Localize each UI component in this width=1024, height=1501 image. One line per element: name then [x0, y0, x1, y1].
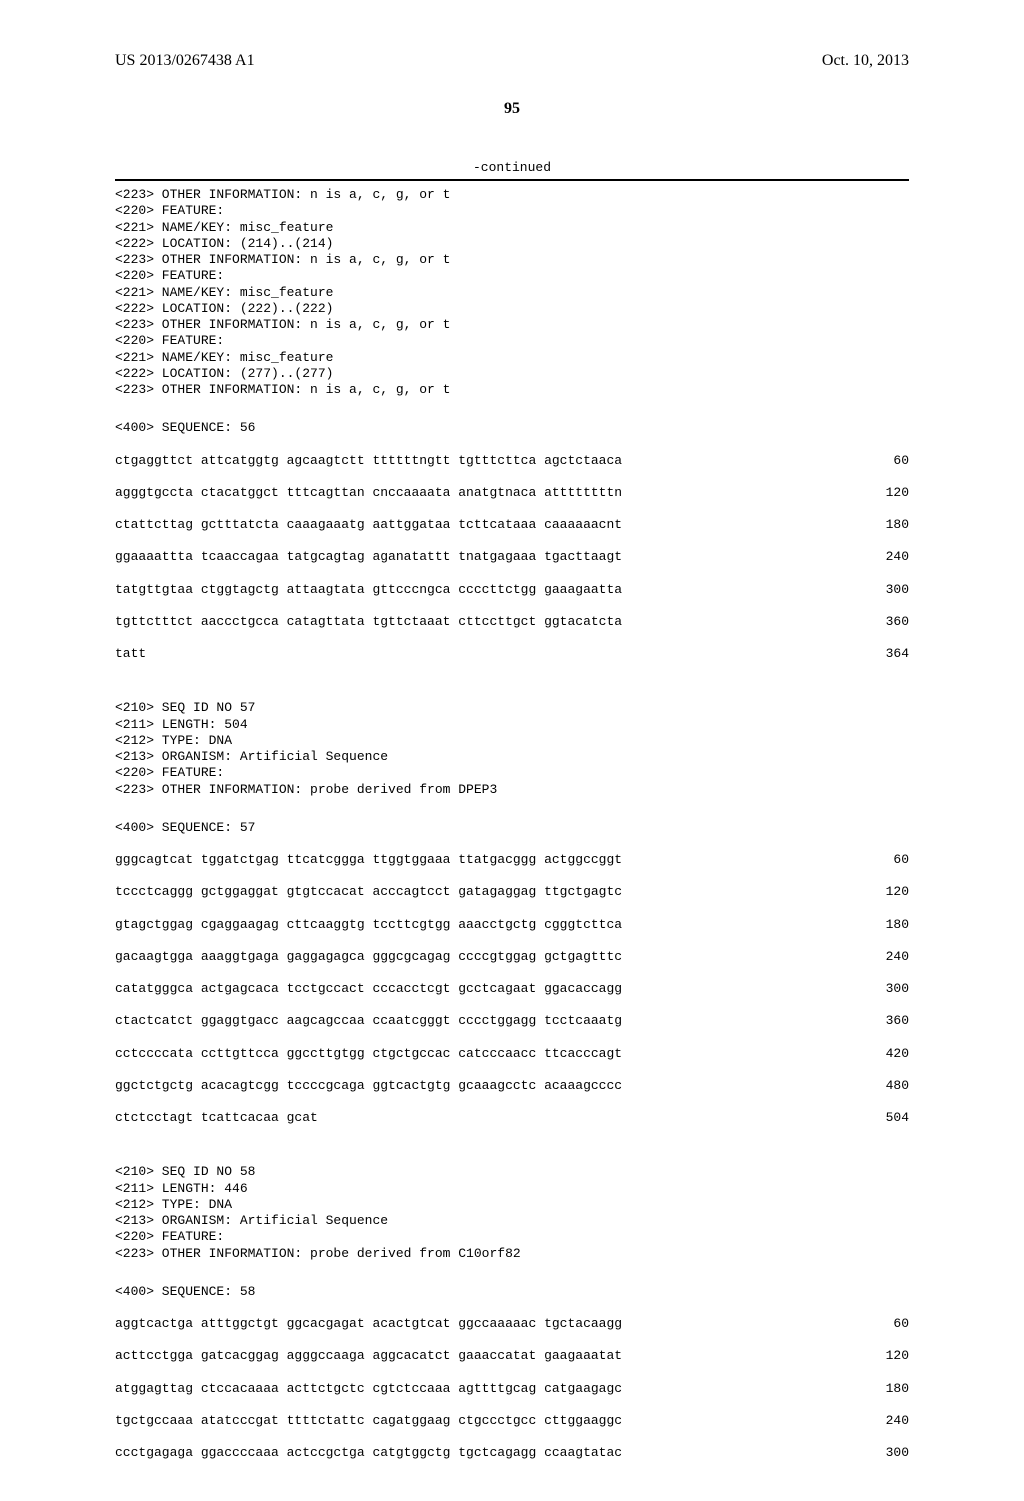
sequence-row: tgttctttct aaccctgcca catagttata tgttcta…: [115, 614, 909, 630]
sequence-57-header: <400> SEQUENCE: 57: [115, 820, 909, 836]
sequence-row: gtagctggag cgaggaagag cttcaaggtg tccttcg…: [115, 917, 909, 933]
sequence-row: ggaaaattta tcaaccagaa tatgcagtag aganata…: [115, 549, 909, 565]
sequence-row: catatgggca actgagcaca tcctgccact cccacct…: [115, 981, 909, 997]
sequence-row: agggtgccta ctacatggct tttcagttan cnccaaa…: [115, 485, 909, 501]
publication-number: US 2013/0267438 A1: [115, 52, 255, 70]
publication-date: Oct. 10, 2013: [822, 52, 909, 70]
sequence-row: ctctcctagt tcattcacaa gcat504: [115, 1110, 909, 1126]
divider-line: [115, 179, 909, 181]
sequence-56-header: <400> SEQUENCE: 56: [115, 420, 909, 436]
feature-block-57: <210> SEQ ID NO 57 <211> LENGTH: 504 <21…: [115, 700, 909, 798]
page-number: 95: [115, 100, 909, 118]
sequence-row: ctgaggttct attcatggtg agcaagtctt ttttttn…: [115, 453, 909, 469]
sequence-row: gacaagtgga aaaggtgaga gaggagagca gggcgca…: [115, 949, 909, 965]
sequence-row: tccctcaggg gctggaggat gtgtccacat acccagt…: [115, 884, 909, 900]
feature-block-56: <223> OTHER INFORMATION: n is a, c, g, o…: [115, 187, 909, 398]
sequence-row: tatgttgtaa ctggtagctg attaagtata gttcccn…: [115, 582, 909, 598]
sequence-row: atggagttag ctccacaaaa acttctgctc cgtctcc…: [115, 1381, 909, 1397]
feature-block-58: <210> SEQ ID NO 58 <211> LENGTH: 446 <21…: [115, 1164, 909, 1262]
sequence-row: ggctctgctg acacagtcgg tccccgcaga ggtcact…: [115, 1078, 909, 1094]
sequence-row: ctactcatct ggaggtgacc aagcagccaa ccaatcg…: [115, 1013, 909, 1029]
sequence-58-header: <400> SEQUENCE: 58: [115, 1284, 909, 1300]
sequence-row: tgctgccaaa atatcccgat ttttctattc cagatgg…: [115, 1413, 909, 1429]
sequence-row: aggtcactga atttggctgt ggcacgagat acactgt…: [115, 1316, 909, 1332]
sequence-row: ctattcttag gctttatcta caaagaaatg aattgga…: [115, 517, 909, 533]
sequence-row: gggcagtcat tggatctgag ttcatcggga ttggtgg…: [115, 852, 909, 868]
sequence-row: ccctgagaga ggaccccaaa actccgctga catgtgg…: [115, 1445, 909, 1461]
sequence-row: tatt364: [115, 646, 909, 662]
sequence-row: cctccccata ccttgttcca ggccttgtgg ctgctgc…: [115, 1046, 909, 1062]
continued-label: -continued: [115, 160, 909, 175]
sequence-row: acttcctgga gatcacggag agggccaaga aggcaca…: [115, 1348, 909, 1364]
